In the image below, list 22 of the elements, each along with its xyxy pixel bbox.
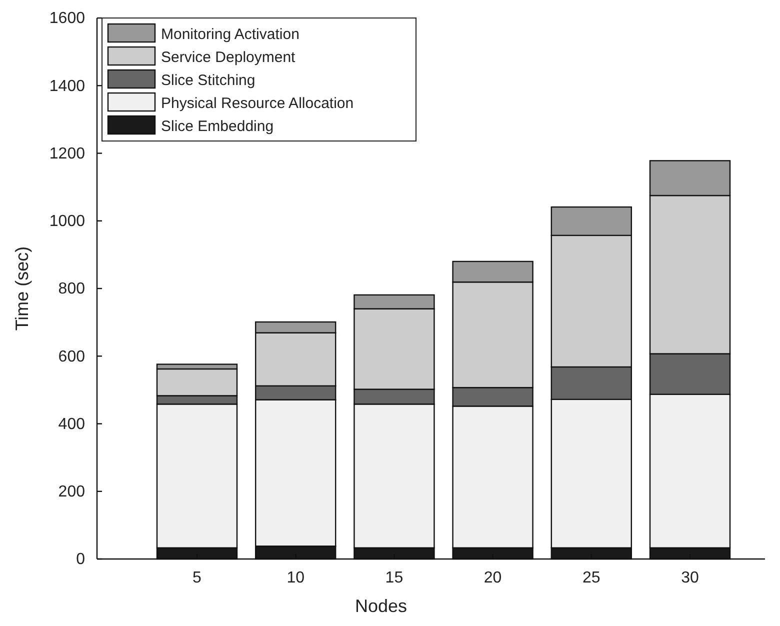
x-axis-title: Nodes [354,596,408,616]
y-tick-label: 400 [58,416,86,433]
legend-label: Physical Resource Allocation [161,95,354,112]
y-tick-label: 800 [58,280,86,298]
x-tick-label: 20 [484,569,502,586]
x-tick-label: 15 [385,569,404,586]
y-tick-label: 1200 [49,145,86,162]
legend-label: Slice Stitching [161,72,256,89]
y-tick-label: 1600 [49,10,86,28]
x-tick-label: 25 [582,569,600,586]
y-tick-label: 0 [76,551,86,568]
y-tick-label: 200 [58,483,86,500]
legend-label: Slice Embedding [161,118,274,135]
y-axis-title: Time (sec) [12,246,32,331]
x-tick-label: 5 [192,569,202,586]
legend-label: Service Deployment [161,49,296,66]
y-tick-label: 1400 [49,78,86,95]
legend-label: Monitoring Activation [161,26,300,43]
x-tick-label: 30 [681,569,699,586]
y-tick-label: 600 [58,348,86,366]
y-tick-label: 1000 [49,212,86,230]
x-tick-label: 10 [286,569,305,586]
